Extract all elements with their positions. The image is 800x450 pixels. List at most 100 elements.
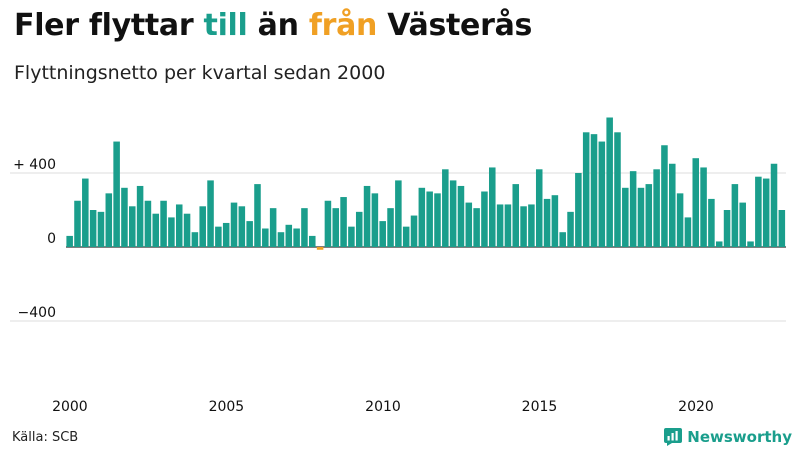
bar [340,197,347,247]
bar [747,241,754,247]
bar [426,191,433,247]
bar [66,235,73,247]
bar [113,141,120,247]
bar [160,200,167,247]
bar [215,226,222,247]
bar [481,191,488,247]
x-tick-label: 2015 [522,399,558,415]
title-part-3: Västerås [377,8,533,43]
bar [739,202,746,247]
bar [692,158,700,247]
bar [121,187,128,247]
bar [645,184,653,247]
source-note: Källa: SCB [12,430,79,445]
bar [175,204,183,247]
bar [535,169,543,247]
bar [504,204,512,247]
bar [144,200,152,247]
bar [402,226,410,247]
bar [105,193,113,247]
bar [567,211,574,247]
bar [395,180,402,247]
bar [700,167,707,247]
bar [89,210,97,247]
bar [246,221,253,247]
bar [262,228,269,247]
bar [762,178,770,247]
bar [285,224,293,247]
x-tick-label: 2010 [365,399,401,415]
bar [355,211,363,247]
bar [136,185,144,247]
y-axis: + 400 0 −400 [13,157,56,321]
bar [755,176,762,247]
bar [238,206,246,247]
bar [457,185,465,247]
bar [418,187,426,247]
bar [606,117,613,247]
x-tick-label: 2020 [678,399,714,415]
y-tick-label: −400 [18,305,56,321]
bar [528,204,535,247]
bar [301,208,308,247]
bar [551,195,559,247]
bar [715,241,723,247]
bar [559,232,566,247]
title-part-1: Fler flyttar [14,8,204,43]
bar [496,204,504,247]
bars-layer [66,117,786,250]
bar [254,184,261,247]
title-word-out: från [308,8,378,43]
bar [191,232,199,247]
bar [676,193,684,247]
bar [512,184,520,247]
bar [410,215,418,247]
bar [622,187,629,247]
bar [222,222,230,247]
bar [324,200,332,247]
bar [387,208,394,247]
bar [723,210,731,247]
bar [770,163,778,247]
x-axis: 2000 2005 2010 2015 2020 [52,399,714,415]
chart-title: Fler flyttar till än från Västerås [14,8,532,43]
bar [199,206,206,247]
bar [473,208,480,247]
bar [316,247,324,250]
brand-logo: Newsworthy [664,428,792,446]
bar [82,178,89,247]
bar [449,180,457,247]
bar [207,180,214,247]
bar [653,169,660,247]
bar [348,226,355,247]
bar [629,171,637,247]
bar [661,145,668,247]
chart-subtitle: Flyttningsnetto per kvartal sedan 2000 [14,62,386,84]
bar [669,163,676,247]
x-tick-label: 2000 [52,399,88,415]
bar [97,211,105,247]
bar [465,202,473,247]
bar [434,193,441,247]
bar [520,206,527,247]
bar [74,200,81,247]
bar [152,213,160,247]
bar [363,185,371,247]
bar [183,213,191,247]
bar [168,217,175,247]
bar [614,132,621,247]
bar [637,187,645,247]
bar [731,184,739,247]
x-tick-label: 2005 [209,399,245,415]
bar [332,208,340,247]
bar [277,232,285,247]
newsworthy-logo-icon [664,428,683,446]
bar [684,217,692,247]
bar [489,167,496,247]
bar [442,169,449,247]
brand-name: Newsworthy [687,428,792,446]
bar [778,210,786,247]
bar [371,193,379,247]
y-tick-label: + 400 [13,157,56,173]
y-tick-label: 0 [47,231,56,247]
